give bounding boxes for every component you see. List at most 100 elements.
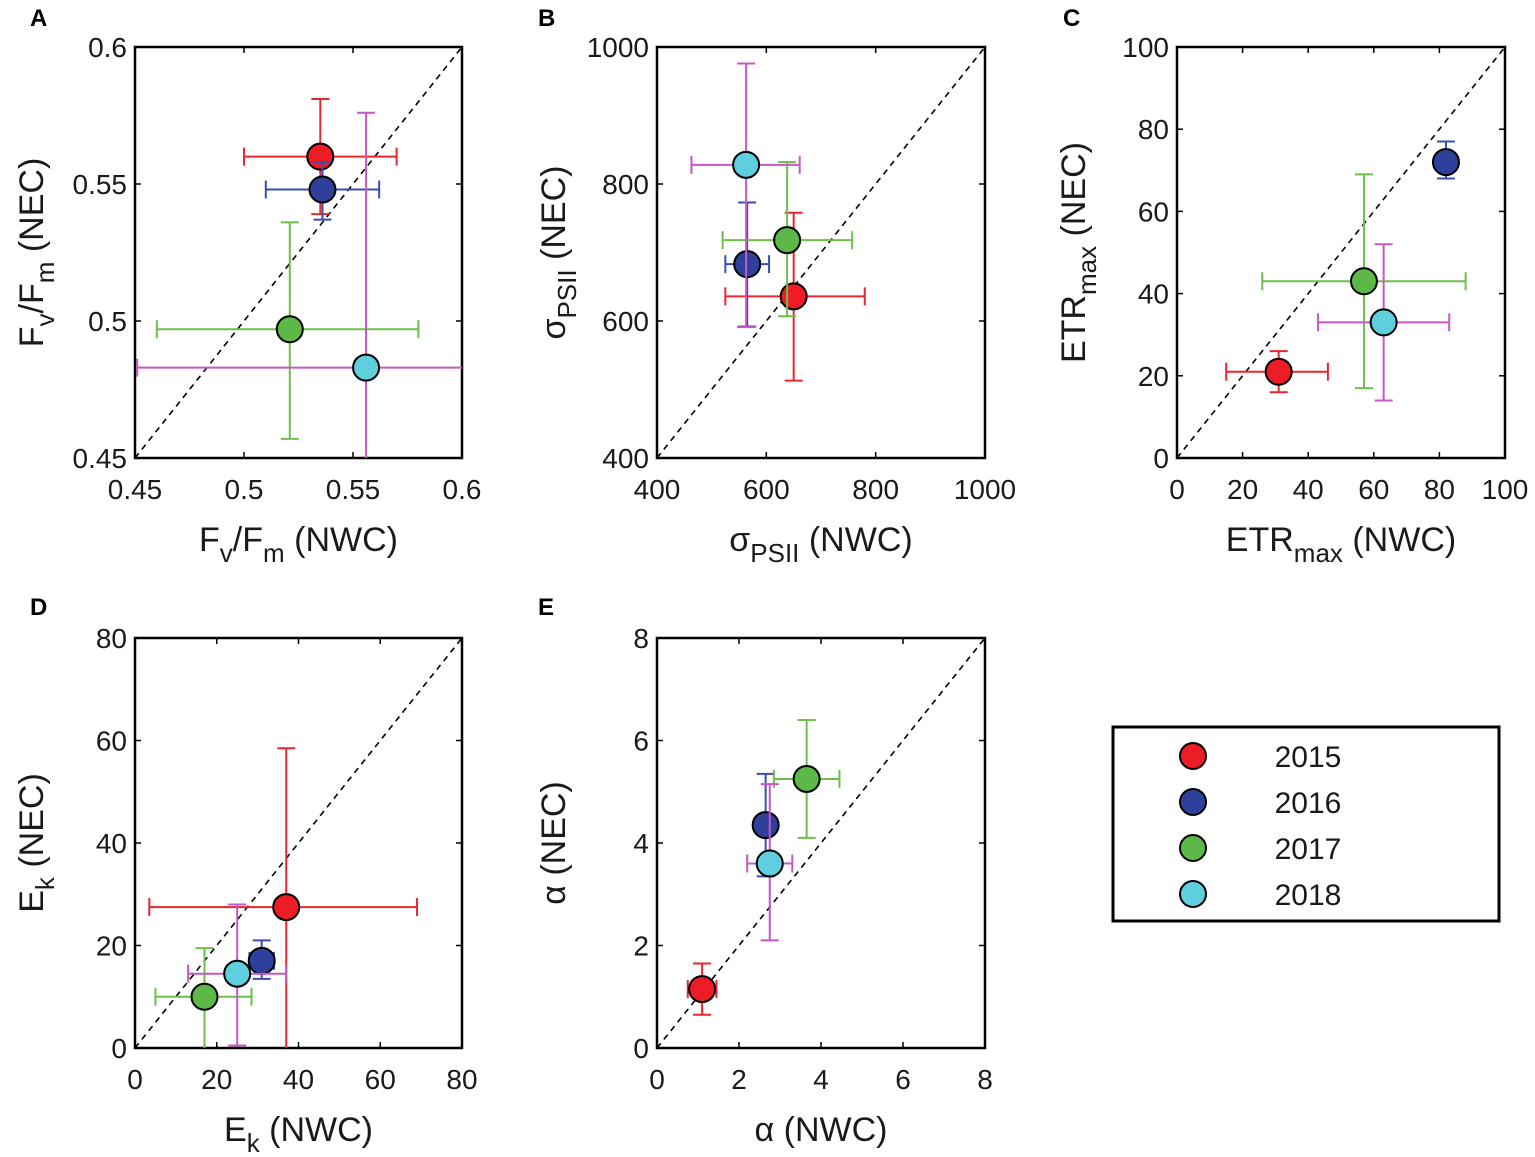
panel-letter: A (30, 5, 47, 32)
axis-label-part-main: α (755, 1111, 775, 1149)
axes-frame (655, 45, 987, 460)
x-tick-label: 600 (743, 474, 790, 505)
panel-letter: B (538, 5, 555, 32)
y-axis-label: σPSII (NEC) (535, 165, 582, 339)
legend-label: 2018 (1275, 879, 1342, 912)
axis-label-part-main: ETR (1055, 295, 1093, 363)
x-tick-label: 80 (446, 1064, 477, 1095)
axis-label-part-mid: /F (233, 521, 263, 559)
x-tick-label: 80 (1424, 474, 1455, 505)
data-marker (751, 811, 780, 840)
y-tick-label: 40 (1138, 279, 1169, 310)
y-axis-label: Ek (NEC) (13, 773, 60, 913)
data-marker (733, 250, 762, 279)
point-2018 (187, 903, 288, 1047)
data-marker (247, 946, 276, 975)
axis-label-part-tail: (NWC) (285, 521, 398, 559)
y-axis-label: Fv/Fm (NEC) (13, 158, 60, 348)
one-to-one-line (134, 46, 463, 459)
x-tick-label: 0 (1169, 474, 1185, 505)
axis-label-part-tail: (NWC) (774, 1111, 887, 1149)
data-marker (1264, 357, 1293, 386)
panel-letter: D (30, 594, 47, 621)
axis-label-part-main: F (13, 327, 51, 348)
y-tick-label: 2 (633, 931, 649, 962)
y-tick-label: 0 (111, 1033, 127, 1064)
axis-label-part-tail: (NEC) (13, 158, 51, 262)
x-axis-label: Fv/Fm (NWC) (199, 521, 398, 568)
axis-label-part-sub: max (1294, 538, 1343, 568)
data-marker (275, 315, 304, 344)
panels: A0.45 0.5 0.55 0.60.450.50.550.6Fv/Fm (NWC)… (13, 5, 1528, 1157)
legend-label: 2017 (1275, 833, 1342, 866)
axis-label-part-main: F (199, 521, 220, 559)
y-tick-label: 0.55 (73, 169, 128, 200)
data-marker (1431, 148, 1460, 177)
data-marker (1349, 267, 1378, 296)
point-2015 (243, 98, 398, 216)
x-tick-label: 20 (1227, 474, 1258, 505)
axes-frame (1175, 45, 1507, 460)
point-2016 (724, 201, 771, 328)
legend-marker (1179, 788, 1207, 816)
y-tick-label: 0.45 (73, 443, 128, 474)
axis-label-part-tail: (NEC) (535, 781, 573, 885)
legend-box (1111, 725, 1501, 923)
point-2017 (155, 221, 420, 440)
data-marker (272, 893, 301, 922)
point-2016 (264, 161, 381, 221)
y-tick-label: 80 (1138, 114, 1169, 145)
legend-item-2018: 2018 (1179, 879, 1342, 912)
x-tick-label: 6 (895, 1064, 911, 1095)
y-tick-label: 4 (633, 828, 649, 859)
y-tick-label: 0 (1153, 443, 1169, 474)
legend-item-2015: 2015 (1179, 741, 1341, 774)
y-tick-label: 20 (1138, 361, 1169, 392)
y-tick-label: 60 (1138, 196, 1169, 227)
axis-label-part-main: σ (729, 521, 750, 559)
axis-label-part-mid: /F (13, 283, 51, 313)
axes-frame (133, 45, 464, 460)
y-axis-label: α (NEC) (535, 781, 573, 905)
axis-label-part-sub: PSII (750, 538, 799, 568)
y-tick-label: 0 (633, 1033, 649, 1064)
data-marker (688, 975, 717, 1004)
y-tick-label: 100 (1122, 32, 1169, 63)
data-marker (779, 282, 808, 311)
x-tick-label: 60 (1358, 474, 1389, 505)
data-marker (1369, 308, 1398, 337)
data-marker (190, 982, 219, 1011)
axis-label-part-tail: (NEC) (13, 773, 51, 877)
data-marker (732, 150, 761, 179)
y-tick-label: 80 (96, 623, 127, 654)
x-axis-label: ETRmax (NWC) (1226, 521, 1456, 568)
x-axis-label: α (NWC) (755, 1111, 888, 1149)
axis-label-part-sub: v (30, 314, 60, 327)
point-2018 (690, 62, 801, 329)
x-tick-label: 8 (977, 1064, 993, 1095)
legend-label: 2016 (1275, 787, 1342, 820)
y-tick-label: 1000 (587, 32, 649, 63)
axis-label-part-main: ETR (1226, 521, 1294, 559)
x-tick-label: 0 (127, 1064, 143, 1095)
axis-label-part-tail: (NWC) (799, 521, 912, 559)
x-axis-label: Ek (NWC) (224, 1111, 373, 1157)
x-tick-label: 20 (201, 1064, 232, 1095)
axis-label-part-tail: (NEC) (1055, 142, 1093, 246)
point-2015 (148, 747, 419, 1048)
point-2016 (1431, 140, 1460, 180)
point-2017 (721, 161, 854, 318)
data-marker (308, 175, 337, 204)
y-tick-label: 0.6 (88, 32, 127, 63)
x-tick-label: 40 (1293, 474, 1324, 505)
y-tick-label: 20 (96, 931, 127, 962)
point-2017 (154, 947, 253, 1048)
one-to-one-line (1176, 46, 1506, 459)
point-2015 (1225, 350, 1329, 394)
legend: 2015 2016 2017 2018 (1111, 725, 1501, 923)
panel-letter: C (1063, 5, 1080, 32)
axis-label-part-sub2: m (30, 262, 60, 284)
